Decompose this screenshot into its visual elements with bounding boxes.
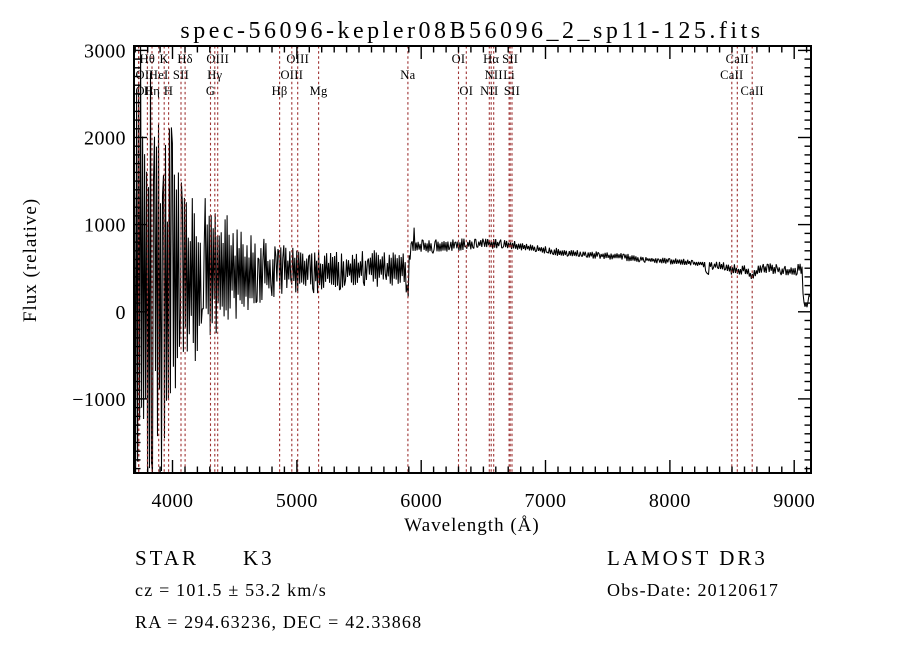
spectral-line-label: NII [485,68,503,82]
y-axis-label: Flux (relative) [20,198,41,322]
spectral-line-label: SII [504,84,520,98]
spectral-line-label: SII [502,52,518,66]
y-tick-label: 3000 [84,40,126,62]
spectral-line-label: CaII [720,68,743,82]
x-axis-label: Wavelength (Å) [404,515,539,536]
x-tick-label: 7000 [525,490,567,512]
obs-date: Obs-Date: 20120617 [607,580,779,600]
x-tick-label: 9000 [773,490,815,512]
survey-release: LAMOST DR3 [607,546,768,570]
spectral-line-label: OIII [206,52,229,66]
x-tick-label: 4000 [152,490,194,512]
spectral-line-label: CaII [726,52,749,66]
x-tick-label: 5000 [276,490,318,512]
spectral-line-label: Hη [144,84,160,98]
spectral-line-label: Li [503,68,515,82]
spectral-line-label: OIII [286,52,309,66]
spectral-line-label: CaII [740,84,763,98]
object-subclass: K3 [243,546,275,570]
axis-ticks [134,46,811,473]
spectral-line-label: Hδ [177,52,193,66]
spectral-line-label: SII [173,68,189,82]
spectral-line-label: Na [400,68,415,82]
ra-dec-value: RA = 294.63236, DEC = 42.33868 [135,612,422,632]
spectral-line-label: G [206,84,215,98]
y-tick-label: −1000 [72,389,126,411]
spectral-line-label: OI [452,52,466,66]
chart-title: spec-56096-kepler08B56096_2_sp11-125.fit… [180,18,763,44]
object-class: STAR [135,546,199,570]
spectral-line-label: Hα [483,52,499,66]
cz-value: cz = 101.5 ± 53.2 km/s [135,580,327,600]
axis-tick-labels: 4000 5000 6000 7000 8000 9000 −1000 0 1000 2000 30… [72,40,815,512]
spectral-line-label: Mg [310,84,328,98]
spectral-line-label: Hγ [207,68,222,82]
y-tick-label: 0 [116,302,127,324]
spectral-line-label: NII [480,84,498,98]
x-tick-label: 6000 [400,490,442,512]
spectral-line-label: K [160,52,169,66]
x-tick-label: 8000 [649,490,691,512]
y-tick-label: 2000 [84,128,126,150]
spectral-line-label: Hθ [140,52,156,66]
spectral-line-label: HeI [149,68,169,82]
y-tick-label: 1000 [84,215,126,237]
spectral-line-label: OII [136,84,154,98]
spectral-line-label: OI [459,84,473,98]
spectral-line-label: OIII [280,68,303,82]
spectral-line-label: H [164,84,173,98]
spectrum-trace [134,45,811,474]
spectral-line-label: Hβ [272,84,288,98]
spectral-line-label: OII [136,68,154,82]
